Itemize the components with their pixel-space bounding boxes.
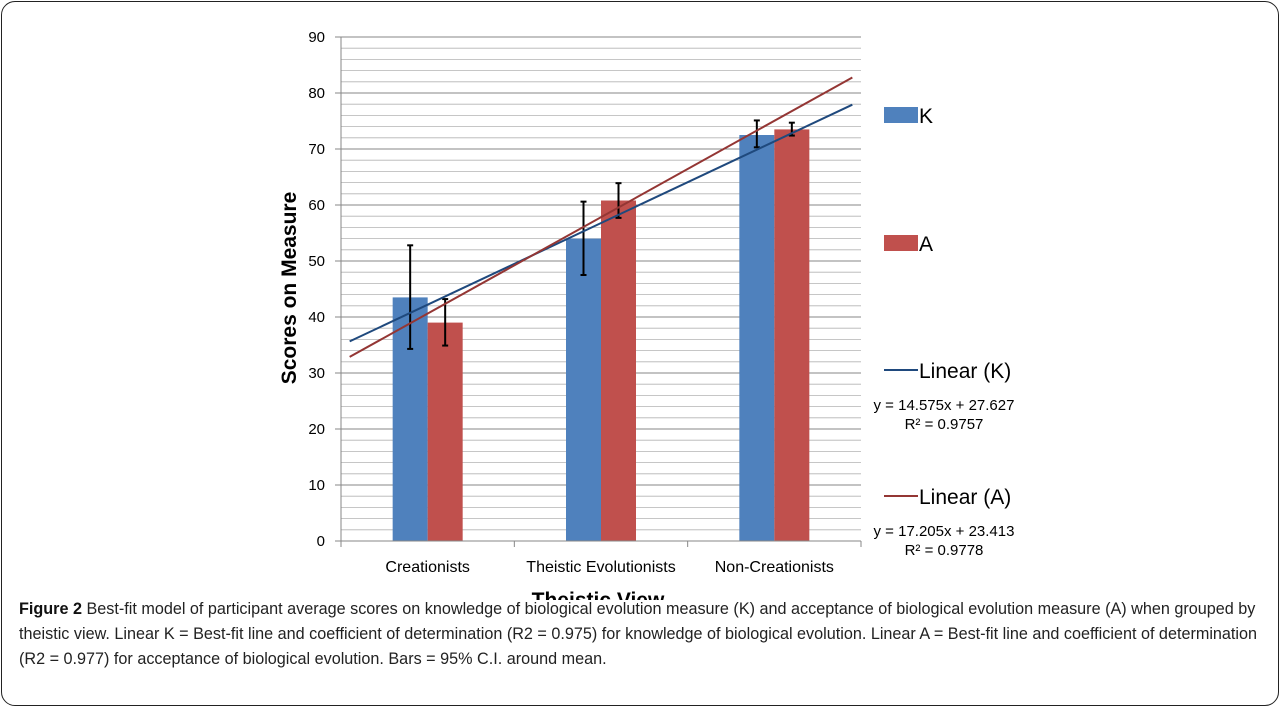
legend-trendline-label: Linear (A) xyxy=(919,486,1011,509)
x-category-label: Non-Creationists xyxy=(715,559,834,576)
error-bars-layer xyxy=(407,119,795,350)
x-category-label: Creationists xyxy=(385,559,469,576)
x-axis-title: Theistic View xyxy=(532,589,665,600)
trendline-equation: y = 17.205x + 23.413 xyxy=(874,523,1015,540)
legend-swatch-a xyxy=(884,235,918,251)
figure-label: Figure 2 xyxy=(19,600,82,618)
y-tick-label: 90 xyxy=(308,29,325,46)
bar-a xyxy=(774,129,810,541)
bars-layer xyxy=(392,129,810,541)
figure-caption: Figure 2 Best-fit model of participant a… xyxy=(19,597,1269,672)
y-tick-label: 50 xyxy=(308,253,325,270)
trendline xyxy=(349,103,853,343)
y-tick-label: 40 xyxy=(308,309,325,326)
y-tick-label: 20 xyxy=(308,421,325,438)
trendlines-layer xyxy=(349,76,853,358)
axis-layer: 0 10 20 30 40 50 60 70 80 90 Creationists Theistic … xyxy=(308,29,862,576)
y-tick-label: 10 xyxy=(308,477,325,494)
legend-layer: K A Linear (K) y = 14.575x + 27.627 R² = 0.9… xyxy=(874,105,1015,559)
legend-swatch-k xyxy=(884,107,918,123)
chart: 0 10 20 30 40 50 60 70 80 90 Creationists Theistic … xyxy=(278,29,1015,600)
legend-trendline-label: Linear (K) xyxy=(919,360,1011,383)
trendline-r2: R² = 0.9778 xyxy=(905,542,984,559)
y-tick-label: 70 xyxy=(308,141,325,158)
trendline xyxy=(349,76,853,358)
legend-label-k: K xyxy=(919,105,933,128)
trendline-r2: R² = 0.9757 xyxy=(905,416,984,433)
y-tick-label: 30 xyxy=(308,365,325,382)
bar-a xyxy=(601,200,636,541)
y-axis-title: Scores on Measure xyxy=(278,192,301,385)
legend-label-a: A xyxy=(919,233,933,256)
caption-text: Best-fit model of participant average sc… xyxy=(19,600,1258,668)
x-category-label: Theistic Evolutionists xyxy=(526,559,675,576)
y-tick-label: 0 xyxy=(317,533,325,550)
bar-a xyxy=(427,322,463,541)
bar-k xyxy=(739,135,775,541)
trendline-equation: y = 14.575x + 27.627 xyxy=(874,397,1015,414)
bar-k xyxy=(566,238,601,541)
y-tick-label: 60 xyxy=(308,197,325,214)
y-tick-label: 80 xyxy=(308,85,325,102)
